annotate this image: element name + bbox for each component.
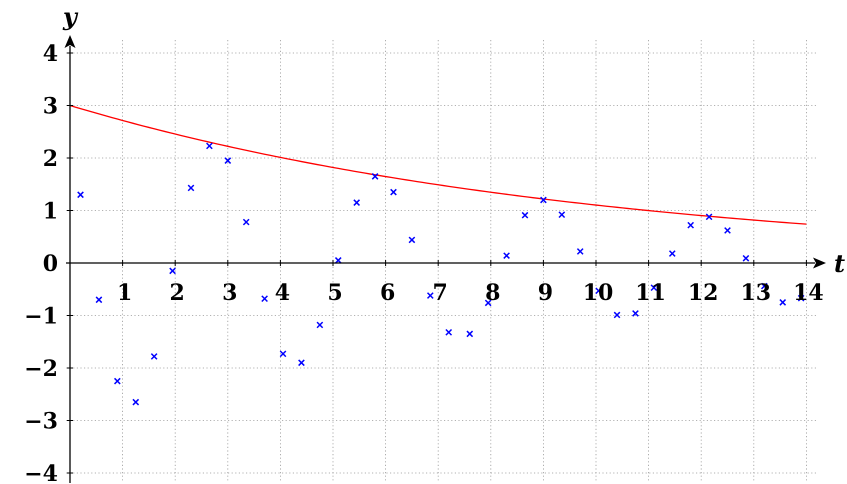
x-tick-label: 3 — [222, 280, 237, 306]
data-point — [426, 292, 434, 299]
x-tick-label: 7 — [433, 280, 448, 306]
x-tick-label: 2 — [170, 280, 185, 306]
data-point — [742, 254, 750, 262]
y-tick-label: −3 — [24, 409, 58, 435]
x-tick-label: 10 — [583, 280, 614, 306]
y-tick-label: 4 — [43, 41, 58, 67]
data-point — [705, 213, 713, 221]
grid — [66, 40, 816, 481]
data-point — [687, 221, 695, 229]
x-tick-label: 13 — [740, 280, 771, 306]
data-point — [334, 257, 342, 264]
data-point — [169, 267, 176, 275]
decay-curve — [69, 104, 807, 225]
data-point — [95, 296, 103, 304]
data-point — [408, 236, 416, 244]
x-tick-label: 5 — [327, 280, 342, 306]
y-tick-label: 0 — [43, 251, 58, 277]
data-point — [114, 377, 121, 385]
data-point — [779, 299, 787, 306]
data-point — [503, 252, 510, 259]
data-point — [484, 299, 492, 307]
data-point — [132, 398, 140, 406]
data-point — [521, 211, 529, 219]
data-point — [576, 248, 584, 255]
data-point — [760, 282, 768, 290]
data-point — [279, 350, 287, 358]
x-tick-label: 12 — [688, 280, 719, 306]
data-points-layer — [77, 142, 805, 406]
data-point — [150, 353, 158, 360]
decay-curve-layer — [69, 104, 807, 225]
axes — [64, 35, 826, 483]
y-axis-arrow-icon — [64, 35, 76, 48]
y-tick-label: 1 — [43, 199, 58, 225]
data-point — [187, 184, 195, 192]
x-tick-label: 14 — [793, 280, 824, 306]
x-tick-label: 1 — [117, 280, 132, 306]
x-tick-label: 11 — [635, 280, 666, 306]
data-point — [77, 191, 84, 199]
x-tick-label: 6 — [380, 280, 395, 306]
data-point — [316, 321, 324, 329]
y-tick-label: −4 — [24, 461, 58, 484]
data-point — [445, 328, 453, 336]
data-point — [650, 284, 658, 292]
x-axis-label: t — [834, 249, 845, 278]
y-tick-label: 3 — [43, 94, 58, 120]
data-point — [224, 157, 232, 164]
y-axis-label: y — [62, 2, 79, 31]
data-point — [353, 199, 361, 206]
data-point — [613, 311, 621, 319]
data-point — [632, 310, 639, 317]
y-tick-label: 2 — [43, 146, 58, 172]
y-tick-label: −2 — [24, 356, 58, 382]
data-point — [724, 227, 731, 234]
data-point — [371, 173, 379, 180]
data-point — [298, 359, 305, 367]
x-tick-label: 4 — [275, 280, 290, 306]
data-point — [261, 295, 268, 303]
x-tick-label: 9 — [538, 280, 553, 306]
data-point — [540, 196, 547, 204]
y-tick-label: −1 — [24, 304, 58, 330]
data-point — [466, 330, 474, 338]
data-point — [206, 142, 213, 150]
data-point — [797, 294, 805, 302]
data-point — [390, 188, 397, 196]
data-point — [668, 250, 676, 257]
data-point — [242, 218, 250, 226]
data-point — [595, 287, 602, 295]
x-axis-arrow-icon — [813, 257, 826, 269]
x-tick-label: 8 — [485, 280, 500, 306]
data-point — [558, 211, 566, 219]
